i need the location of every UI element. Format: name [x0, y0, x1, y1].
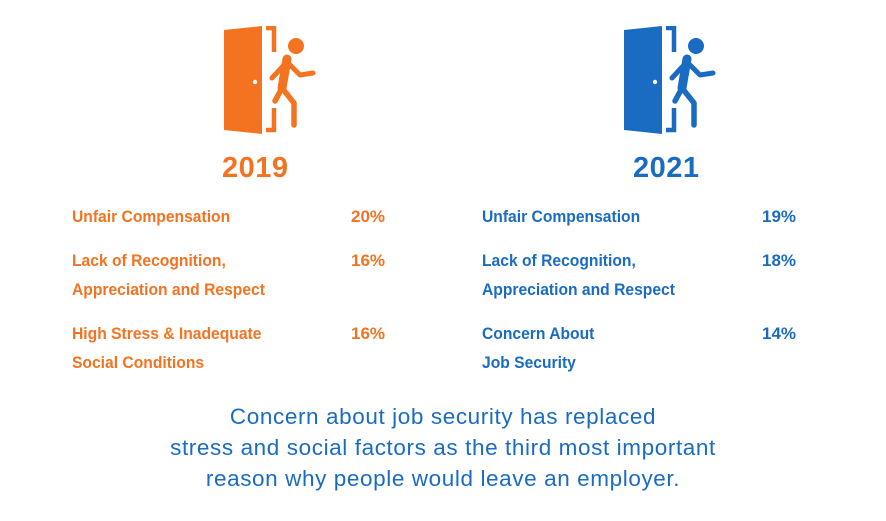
reason-line: Unfair Compensation — [72, 207, 231, 226]
reason-line: Appreciation and Respect — [72, 280, 265, 299]
reason-line: Social Conditions — [72, 353, 205, 372]
reason-line: Lack of Recognition, — [72, 251, 226, 270]
reason-line: Unfair Compensation — [482, 207, 641, 226]
reason-line: Lack of Recognition, — [482, 251, 636, 270]
reason-2021-3: Concern About Job Security — [482, 319, 594, 377]
year-2021: 2021 — [633, 152, 700, 184]
reason-line: Job Security — [482, 353, 576, 372]
percent-2021-1: 19% — [762, 207, 797, 226]
percent-2021-2: 18% — [762, 251, 797, 270]
reason-line: High Stress & Inadequate — [72, 324, 262, 343]
reason-2019-3: High Stress & Inadequate Social Conditio… — [72, 319, 261, 377]
reason-2019-1: Unfair Compensation — [72, 202, 230, 231]
reason-2021-2: Lack of Recognition, Appreciation and Re… — [482, 246, 675, 304]
exit-door-person-icon — [622, 26, 718, 136]
exit-door-person-icon — [222, 26, 318, 136]
year-2019: 2019 — [222, 152, 289, 184]
footnote-line: reason why people would leave an employe… — [205, 466, 681, 491]
reason-2019-2: Lack of Recognition, Appreciation and Re… — [72, 246, 265, 304]
footnote: Concern about job security has replaced … — [0, 401, 886, 494]
footnote-line: Concern about job security has replaced — [229, 404, 657, 429]
footnote-line: stress and social factors as the third m… — [170, 435, 716, 460]
reason-line: Appreciation and Respect — [482, 280, 675, 299]
percent-2019-2: 16% — [351, 251, 386, 270]
reason-line: Concern About — [482, 324, 595, 343]
percent-2019-3: 16% — [351, 324, 386, 343]
percent-2019-1: 20% — [351, 207, 386, 226]
percent-2021-3: 14% — [762, 324, 797, 343]
reason-2021-1: Unfair Compensation — [482, 202, 640, 231]
